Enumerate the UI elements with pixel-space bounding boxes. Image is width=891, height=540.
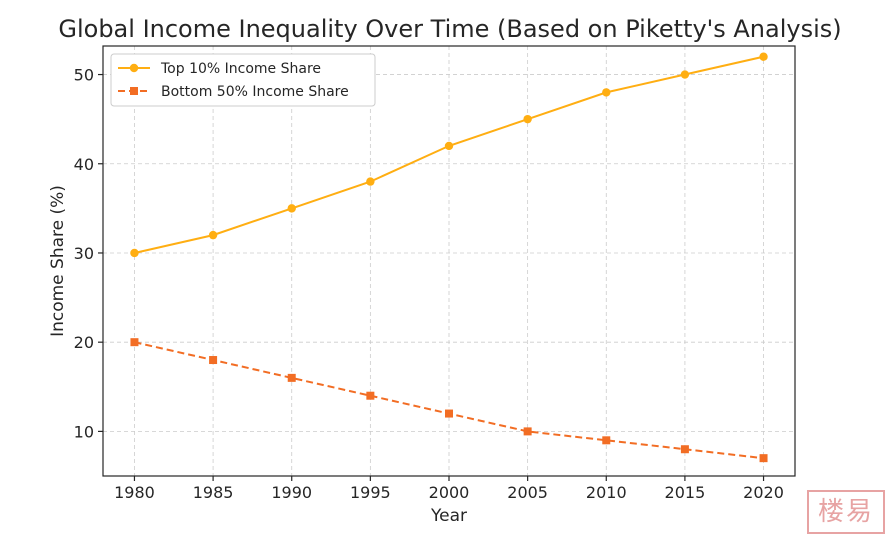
data-point-bottom-50 bbox=[130, 338, 139, 347]
data-point-bottom-50 bbox=[366, 391, 375, 400]
x-tick-label: 1990 bbox=[271, 483, 312, 502]
x-tick-label: 1980 bbox=[114, 483, 155, 502]
data-point-bottom-50 bbox=[759, 454, 768, 463]
data-point-bottom-50 bbox=[445, 409, 453, 418]
y-tick-label: 20 bbox=[74, 333, 94, 352]
legend: Top 10% Income Share Bottom 50% Income Sh… bbox=[110, 53, 376, 107]
data-point-top-10 bbox=[444, 141, 454, 151]
data-point-bottom-50 bbox=[287, 373, 296, 382]
data-point-top-10 bbox=[680, 70, 690, 79]
data-point-top-10 bbox=[366, 177, 375, 186]
y-axis-label: Income Share (%) bbox=[48, 185, 68, 337]
x-axis-label: Year bbox=[430, 506, 467, 526]
data-point-top-10 bbox=[287, 204, 296, 213]
y-tick-label: 10 bbox=[74, 422, 94, 441]
data-point-top-10 bbox=[602, 88, 611, 97]
x-tick-label: 2005 bbox=[507, 483, 548, 502]
data-point-bottom-50 bbox=[209, 356, 218, 365]
series-layer bbox=[130, 52, 768, 463]
data-point-bottom-50 bbox=[523, 427, 532, 436]
x-tick-label: 2020 bbox=[743, 483, 784, 502]
x-tick-label: 1995 bbox=[350, 483, 391, 502]
watermark-seal: 楼易 bbox=[807, 490, 885, 534]
x-tick-label: 2010 bbox=[586, 483, 627, 502]
data-point-top-10 bbox=[130, 248, 139, 258]
data-point-top-10 bbox=[523, 114, 532, 124]
data-point-bottom-50 bbox=[680, 445, 689, 454]
legend-label-top-10: Top 10% Income Share bbox=[160, 61, 321, 77]
legend-marker-top-10 bbox=[129, 63, 139, 73]
x-tick-label: 1985 bbox=[193, 483, 234, 502]
x-tick-label: 2000 bbox=[429, 483, 470, 502]
y-tick-label: 30 bbox=[74, 244, 94, 263]
data-point-top-10 bbox=[759, 52, 768, 61]
data-point-top-10 bbox=[208, 230, 218, 240]
legend-box bbox=[110, 53, 376, 107]
x-tick-label: 2015 bbox=[665, 483, 706, 502]
y-tick-label: 40 bbox=[74, 155, 94, 174]
data-point-bottom-50 bbox=[602, 436, 611, 445]
axis-ticks: 1980 1985 1990 1995 2000 2005 2010 2015 2020 10 20… bbox=[74, 66, 784, 502]
legend-marker-bottom-50 bbox=[130, 87, 138, 95]
legend-label-bottom-50: Bottom 50% Income Share bbox=[161, 84, 349, 100]
y-tick-label: 50 bbox=[74, 66, 94, 85]
chart-title: Global Income Inequality Over Time (Base… bbox=[58, 15, 841, 43]
